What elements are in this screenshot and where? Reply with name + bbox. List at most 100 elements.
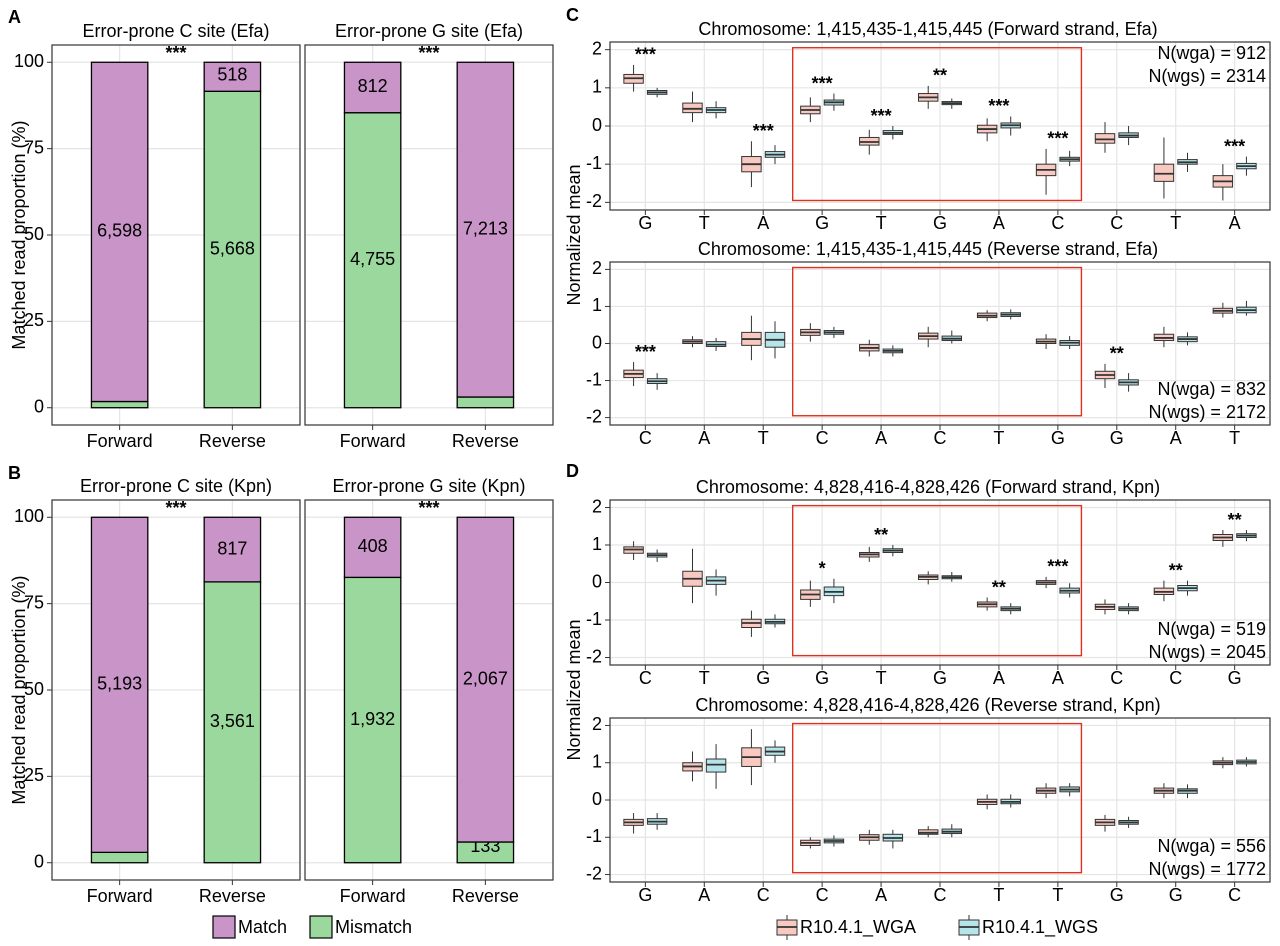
x-tick-label: A xyxy=(757,213,769,233)
panel-title: Chromosome: 1,415,435-1,415,445 (Forward… xyxy=(698,19,1157,39)
highlight-box xyxy=(791,266,1083,417)
count-label: 5,668 xyxy=(210,238,255,258)
y-tick-label: -2 xyxy=(586,646,602,666)
bar-segment xyxy=(456,516,515,843)
bar-segment xyxy=(90,61,149,403)
x-tick-label: C xyxy=(816,885,829,905)
bar-segment xyxy=(343,516,402,579)
y-tick-label: -2 xyxy=(586,863,602,883)
x-tick-label: G xyxy=(933,213,947,233)
x-tick-label: G xyxy=(638,885,652,905)
count-label: 408 xyxy=(358,536,388,556)
y-tick-label: 25 xyxy=(24,765,44,785)
count-label: 3,561 xyxy=(210,711,255,731)
significance-label: *** xyxy=(871,106,892,126)
box xyxy=(1153,163,1175,182)
panel-label: A xyxy=(8,7,21,27)
x-tick-label: A xyxy=(1052,668,1064,688)
x-tick-label: T xyxy=(699,213,710,233)
plot-frame xyxy=(609,261,1271,426)
x-tick-label: A xyxy=(1170,428,1182,448)
significance-label: ** xyxy=(1228,510,1242,530)
significance-label: ** xyxy=(933,66,947,86)
x-tick-label: Forward xyxy=(340,886,406,906)
significance-label: ** xyxy=(874,525,888,545)
y-tick-label: 2 xyxy=(592,38,602,58)
x-tick-label: Forward xyxy=(340,431,406,451)
annotation: N(wgs) = 2045 xyxy=(1148,642,1266,662)
significance-label: ** xyxy=(1169,560,1183,580)
x-tick-label: C xyxy=(639,668,652,688)
x-tick-label: A xyxy=(1229,213,1241,233)
bar-segment xyxy=(203,61,262,92)
legend-label: Match xyxy=(238,917,287,937)
box xyxy=(682,102,703,114)
significance-label: ** xyxy=(992,577,1006,597)
x-tick-label: G xyxy=(933,668,947,688)
x-tick-label: T xyxy=(876,668,887,688)
y-tick-label: 0 xyxy=(592,571,602,591)
count-label: 2,067 xyxy=(463,668,508,688)
x-tick-label: T xyxy=(1052,885,1063,905)
y-tick-label: -2 xyxy=(586,191,602,211)
y-tick-label: 0 xyxy=(592,332,602,352)
y-tick-label: 1 xyxy=(592,295,602,315)
x-tick-label: G xyxy=(1228,668,1242,688)
bar-segment xyxy=(203,581,262,864)
annotation: N(wgs) = 1772 xyxy=(1148,859,1266,879)
count-label: 6,598 xyxy=(97,221,142,241)
y-tick-label: 1 xyxy=(592,534,602,554)
count-label: 7,213 xyxy=(463,218,508,238)
y-tick-label: 50 xyxy=(24,224,44,244)
y-tick-label: 2 xyxy=(592,714,602,734)
significance-label: *** xyxy=(635,45,656,65)
x-tick-label: C xyxy=(934,885,947,905)
panel-title: Error-prone C site (Efa) xyxy=(82,21,269,41)
plot-frame xyxy=(304,44,554,426)
x-tick-label: C xyxy=(816,428,829,448)
x-tick-label: G xyxy=(1110,885,1124,905)
panel-title: Error-prone G site (Kpn) xyxy=(332,476,525,496)
x-tick-label: G xyxy=(1051,428,1065,448)
y-tick-label: 50 xyxy=(24,679,44,699)
annotation: N(wgs) = 2314 xyxy=(1148,66,1266,86)
legend-label: R10.4.1_WGS xyxy=(982,917,1098,938)
x-tick-label: C xyxy=(934,428,947,448)
box xyxy=(1094,133,1116,144)
significance-label: *** xyxy=(988,96,1009,116)
y-tick-label: 0 xyxy=(34,396,44,416)
panel-label: C xyxy=(566,5,579,25)
x-tick-label: A xyxy=(875,885,887,905)
bar-segment xyxy=(90,400,149,409)
x-tick-label: Reverse xyxy=(199,431,266,451)
highlight-box xyxy=(791,504,1083,657)
x-tick-label: A xyxy=(698,428,710,448)
panel-title: Error-prone G site (Efa) xyxy=(335,21,523,41)
count-label: 817 xyxy=(217,538,247,558)
count-label: 1,932 xyxy=(350,709,395,729)
panel-title: Chromosome: 4,828,416-4,828,426 (Forward… xyxy=(696,477,1160,497)
annotation: N(wga) = 519 xyxy=(1157,619,1266,639)
plot-frame xyxy=(609,41,1271,211)
y-tick-label: 100 xyxy=(14,506,44,526)
y-tick-label: 2 xyxy=(592,258,602,278)
y-tick-label: 2 xyxy=(592,496,602,516)
y-tick-label: 75 xyxy=(24,137,44,157)
significance-label: *** xyxy=(635,342,656,362)
bar-segment xyxy=(203,90,262,409)
x-tick-label: G xyxy=(815,668,829,688)
plot-frame xyxy=(51,44,301,426)
panel-title: Chromosome: 4,828,416-4,828,426 (Reverse… xyxy=(695,695,1160,715)
y-tick-label: 1 xyxy=(592,751,602,771)
legend-swatch xyxy=(309,915,333,939)
x-tick-label: C xyxy=(1051,213,1064,233)
x-tick-label: C xyxy=(1110,668,1123,688)
x-tick-label: T xyxy=(993,885,1004,905)
annotation: N(wga) = 832 xyxy=(1157,379,1266,399)
y-tick-label: 0 xyxy=(592,789,602,809)
annotation: N(wgs) = 2172 xyxy=(1148,402,1266,422)
count-label: 518 xyxy=(217,64,247,84)
count-label: 4,755 xyxy=(350,249,395,269)
bar-segment xyxy=(203,516,262,583)
